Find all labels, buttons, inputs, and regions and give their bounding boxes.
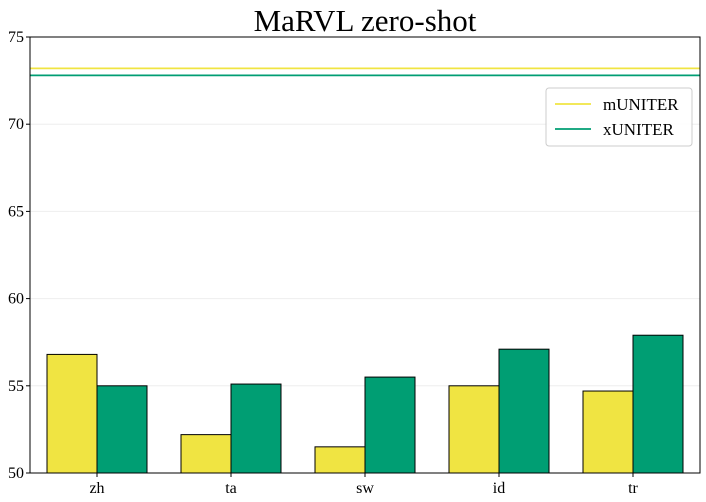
x-tick-label: zh — [89, 480, 104, 497]
axes: 50 55 60 65 70 75 zh ta sw id tr — [8, 29, 639, 497]
bars — [46, 334, 684, 474]
bar-muniter-zh — [46, 353, 98, 474]
bar-xuniter-zh — [96, 385, 148, 474]
y-tick-label: 70 — [8, 116, 24, 133]
y-tick-label: 60 — [8, 291, 24, 308]
chart-title: MaRVL zero-shot — [254, 3, 477, 38]
grid-lines — [30, 123, 700, 387]
reference-lines — [30, 67, 700, 77]
bar-muniter-ta — [180, 434, 232, 474]
x-tick-label: ta — [225, 480, 237, 497]
bar-muniter-sw — [314, 446, 366, 474]
x-tick-label: id — [493, 480, 505, 497]
bar-muniter-id — [448, 385, 500, 474]
y-tick-label: 50 — [8, 465, 24, 482]
y-tick-label: 65 — [8, 203, 24, 220]
bar-muniter-tr — [582, 390, 634, 474]
legend-label-muniter: mUNITER — [603, 95, 679, 114]
bar-xuniter-ta — [230, 383, 282, 474]
legend-box — [545, 87, 693, 147]
y-tick-label: 75 — [8, 29, 24, 46]
x-tick-label: sw — [356, 480, 374, 497]
legend-label-xuniter: xUNITER — [603, 120, 674, 139]
bar-xuniter-tr — [632, 334, 684, 474]
x-tick-label: tr — [628, 480, 638, 497]
y-tick-label: 55 — [8, 378, 24, 395]
bar-xuniter-id — [498, 348, 550, 474]
legend: mUNITER xUNITER — [545, 87, 693, 147]
bar-xuniter-sw — [364, 376, 416, 474]
